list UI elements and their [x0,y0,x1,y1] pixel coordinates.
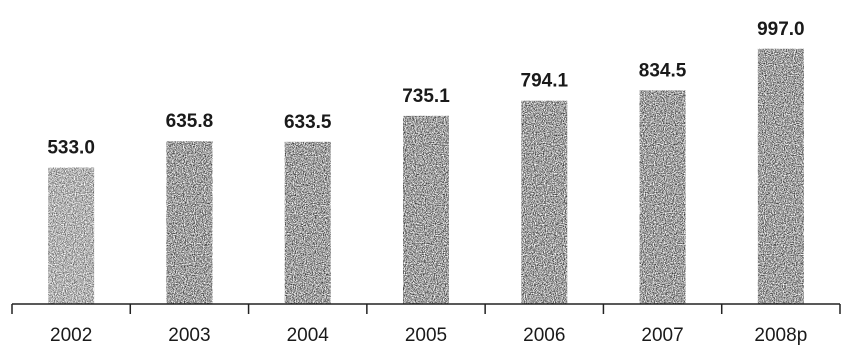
bar-2007 [639,90,686,304]
bar-2003 [166,141,213,304]
value-label-2005: 735.1 [402,86,450,107]
x-tick-label-2005: 2005 [405,325,447,346]
value-label-2008p: 997.0 [757,19,805,40]
value-label-2004: 633.5 [284,112,332,133]
value-labels-group: 533.0 635.8 633.5 735.1 794.1 834.5 997.0 [47,19,804,159]
x-tick-label-2008p: 2008p [754,325,807,346]
x-tick-label-2002: 2002 [50,325,92,346]
value-label-2003: 635.8 [166,111,214,132]
bar-2005 [403,115,449,305]
x-tick-label-2004: 2004 [287,325,330,346]
x-tick-label-2006: 2006 [523,325,565,346]
x-ticks-group [11,304,841,314]
x-tick-label-2003: 2003 [168,325,210,346]
x-tick-labels-group: 2002 2003 2004 2005 2006 2007 2008p [50,325,807,346]
x-tick-label-2007: 2007 [641,325,683,346]
bar-2002 [48,167,95,304]
value-label-2006: 794.1 [521,71,569,92]
value-label-2002: 533.0 [47,138,95,159]
bar-2004 [284,141,331,304]
bars-group [48,48,804,305]
bar-2008p [757,48,804,304]
bar-2006 [521,100,568,304]
value-label-2007: 834.5 [639,60,687,81]
